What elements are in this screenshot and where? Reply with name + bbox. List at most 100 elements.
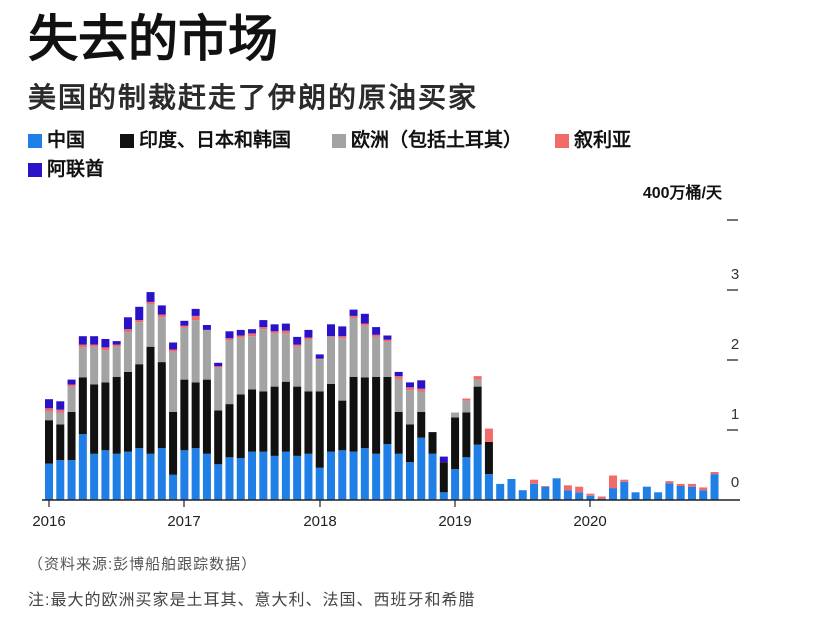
x-tick-label: 2017 [167,513,200,530]
bar-syria-2018-06 [372,334,381,337]
bar-uae-2018-08 [394,371,403,377]
bar-syria-2018-04 [349,315,358,318]
bar-india-japan-korea-2019-01 [451,417,460,470]
bar-india-japan-korea-2016-07 [112,376,121,454]
bar-china-2019-01 [451,469,460,500]
bar-uae-2018-05 [360,313,369,324]
bar-china-2020-12 [710,474,719,500]
bar-uae-2018-07 [383,335,392,340]
bar-india-japan-korea-2017-11 [293,386,302,456]
bar-syria-2017-05 [225,338,234,341]
bar-europe-2017-09 [270,333,279,387]
bar-syria-2018-09 [405,387,414,391]
bar-china-2019-03 [473,444,482,500]
bar-syria-2018-02 [327,336,335,337]
bar-uae-2016-01 [45,399,53,409]
bar-india-japan-korea-2018-10 [417,411,426,438]
bar-china-2018-05 [360,448,369,500]
bar-europe-2019-03 [473,379,482,387]
bar-europe-2017-12 [304,339,313,392]
bar-india-japan-korea-2016-10 [146,346,155,454]
bar-india-japan-korea-2018-03 [338,400,347,451]
bar-uae-2016-03 [67,379,76,385]
bar-china-2020-08 [665,483,674,500]
bar-india-japan-korea-2016-02 [56,424,65,461]
bar-syria-2018-05 [360,323,369,326]
bar-uae-2016-12 [169,342,178,350]
bar-china-2020-10 [687,486,696,500]
bar-europe-2018-10 [417,391,426,412]
bar-china-2016-02 [56,460,65,500]
bar-china-2019-06 [507,479,516,500]
bar-india-japan-korea-2018-09 [405,424,414,463]
bar-europe-2017-06 [236,337,245,395]
bar-india-japan-korea-2018-08 [394,411,403,454]
bar-europe-2017-02 [191,320,200,383]
bar-india-japan-korea-2016-08 [123,371,132,452]
bar-syria-2020-12 [710,472,719,475]
bar-uae-2016-04 [78,336,87,345]
bar-china-2017-03 [202,453,211,500]
legend-label-india-japan-korea: 印度、日本和韩国 [139,130,292,151]
bar-india-japan-korea-2016-01 [45,420,53,464]
bar-europe-2016-06 [101,350,110,383]
bar-syria-2016-04 [78,344,87,348]
bar-china-2020-04 [620,481,629,500]
bar-china-2020-05 [631,492,640,500]
legend-swatch-uae [28,162,42,177]
bar-uae-2016-06 [101,339,110,348]
bar-syria-2017-11 [293,344,302,347]
bar-syria-2017-06 [236,335,245,338]
bar-india-japan-korea-2018-05 [360,377,369,449]
legend-item-china: 中国 [28,131,85,150]
bar-europe-2016-08 [123,332,132,372]
bar-syria-2016-12 [169,349,178,352]
bar-india-japan-korea-2018-02 [327,383,335,452]
bar-syria-2018-01 [315,358,324,360]
bar-china-2018-10 [417,437,426,500]
bar-uae-2017-05 [225,331,234,339]
x-tick-label: 2020 [573,513,606,530]
bar-syria-2020-09 [676,483,685,486]
bar-europe-2017-10 [281,333,290,382]
bar-india-japan-korea-2019-02 [462,412,471,458]
bar-uae-2018-03 [338,326,347,337]
bar-china-2020-01 [586,495,595,500]
bar-uae-2017-09 [270,324,279,332]
bar-syria-2020-10 [687,483,696,487]
bar-india-japan-korea-2018-11 [428,432,437,454]
bar-syria-2016-07 [112,344,121,347]
bar-china-2016-01 [45,463,53,500]
bar-india-japan-korea-2016-11 [157,362,166,449]
bar-syria-2018-08 [394,376,403,379]
bar-europe-2018-01 [315,359,324,392]
x-axis: 2016 2017 2018 2019 2020 [32,500,607,530]
bar-uae-2017-02 [191,308,200,316]
bar-syria-2016-10 [146,301,155,304]
bars [45,292,719,500]
bar-india-japan-korea-2016-04 [78,377,87,435]
legend-label-china: 中国 [47,130,86,151]
bar-india-japan-korea-2019-04 [484,441,493,475]
bar-india-japan-korea-2018-04 [349,376,358,452]
bar-china-2018-02 [327,451,335,500]
bar-syria-2017-04 [214,366,223,368]
bar-europe-2016-10 [146,304,155,347]
bar-syria-2019-12 [575,486,584,493]
bar-europe-2019-02 [462,400,471,413]
bar-syria-2020-02 [597,496,606,499]
bar-europe-2017-04 [214,367,223,411]
bar-syria-2016-11 [157,314,166,318]
bar-europe-2018-05 [360,325,369,378]
y-tick-label: 1 [731,406,739,423]
legend-swatch-syria [555,133,569,148]
bar-europe-2018-06 [372,336,381,377]
legend-swatch-india-japan-korea [120,133,134,148]
bar-syria-2020-11 [699,487,708,491]
bar-china-2018-09 [405,462,414,500]
legend-item-uae: 阿联酋 [28,160,104,179]
footnote: 注:最大的欧洲买家是土耳其、意大利、法国、西班牙和希腊 [28,592,476,609]
bar-india-japan-korea-2018-12 [439,462,448,493]
bar-india-japan-korea-2018-06 [372,376,381,454]
x-tick-label: 2019 [438,513,471,530]
